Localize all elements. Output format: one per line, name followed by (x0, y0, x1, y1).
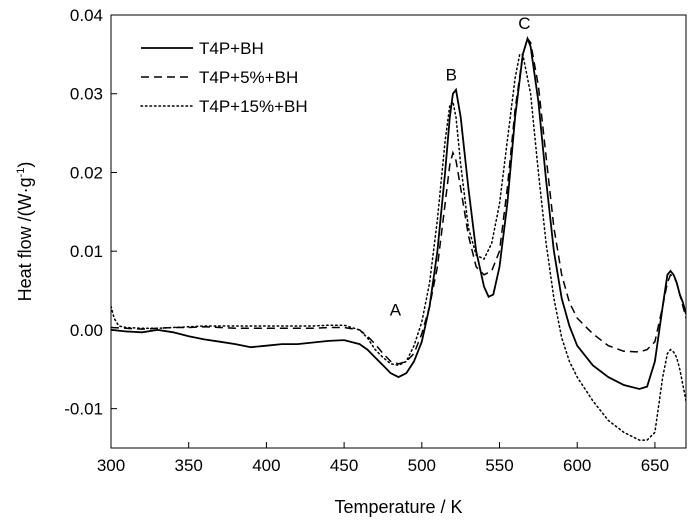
peak-label-b: B (446, 65, 457, 84)
y-axis-label-superscript: -1 (15, 168, 27, 178)
series-line-2 (111, 36, 686, 365)
annotations: A B C (390, 14, 531, 320)
y-tick-label: 0.02 (70, 163, 103, 182)
x-tick-label: 550 (485, 456, 513, 475)
y-axis-label-prefix: Heat flow /(W·g (15, 177, 35, 301)
plot-area (110, 14, 687, 449)
legend-label-1: T4P+BH (199, 39, 264, 58)
legend: T4P+BH T4P+5%+BH T4P+15%+BH (140, 39, 308, 116)
x-tick-label: 400 (252, 456, 280, 475)
plot-frame (110, 14, 687, 449)
x-tick-label: 600 (563, 456, 591, 475)
y-tick-label: 0.01 (70, 242, 103, 261)
legend-label-2: T4P+5%+BH (199, 68, 298, 87)
x-tick-label: 650 (641, 456, 669, 475)
peak-label-c: C (518, 14, 530, 33)
x-tick-label: 450 (330, 456, 358, 475)
peak-label-a: A (390, 301, 402, 320)
x-axis-label: Temperature / K (334, 497, 462, 517)
x-tick-label: 350 (175, 456, 203, 475)
y-tick-label: -0.01 (64, 400, 103, 419)
x-tick-label: 300 (97, 456, 125, 475)
axis-ticks: 300 350 400 450 500 550 600 650 0.04 0.03 0.02 0.01… (64, 6, 669, 475)
x-tick-label: 500 (408, 456, 436, 475)
legend-label-3: T4P+15%+BH (199, 97, 308, 116)
y-tick-label: 0.00 (70, 321, 103, 340)
y-tick-label: 0.04 (70, 6, 103, 25)
series-line-3 (111, 53, 686, 441)
series-line-1 (111, 35, 686, 390)
y-axis-label: Heat flow /(W·g-1) (15, 162, 35, 302)
y-tick-label: 0.03 (70, 85, 103, 104)
series-lines (111, 35, 686, 441)
y-axis-label-suffix: ) (15, 162, 35, 168)
